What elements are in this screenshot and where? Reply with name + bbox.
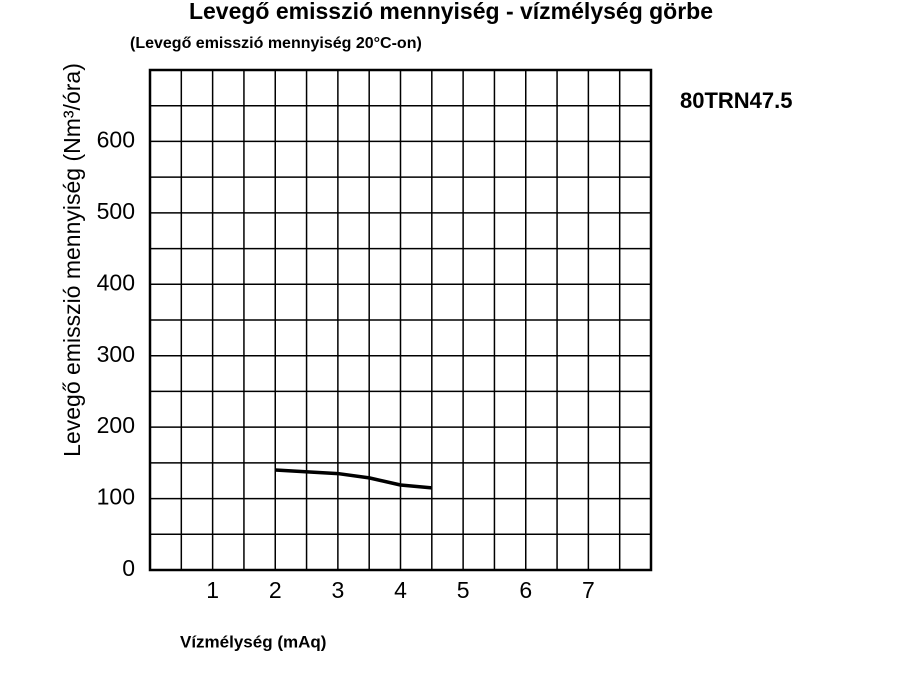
x-tick-label: 5 xyxy=(457,577,470,603)
data-line xyxy=(275,468,432,490)
y-tick-label: 400 xyxy=(97,269,135,295)
x-tick-label: 2 xyxy=(269,577,282,603)
y-tick-label: 200 xyxy=(97,412,135,438)
chart-title: Levegő emisszió mennyiség - vízmélység g… xyxy=(189,0,713,24)
x-tick-label: 7 xyxy=(582,577,595,603)
x-tick-label: 4 xyxy=(394,577,407,603)
y-tick-label: 0 xyxy=(122,555,135,581)
x-tick-label: 1 xyxy=(206,577,219,603)
y-tick-label: 300 xyxy=(97,341,135,367)
y-tick-label: 600 xyxy=(97,127,135,153)
x-tick-label: 6 xyxy=(519,577,532,603)
x-axis-label: Vízmélység (mAq) xyxy=(180,632,326,651)
x-tick-label: 3 xyxy=(331,577,344,603)
y-axis-label: Levegő emisszió mennyiség (Nm³/óra) xyxy=(59,63,85,457)
model-label: 80TRN47.5 xyxy=(680,88,793,113)
chart-subtitle: (Levegő emisszió mennyiség 20°C-on) xyxy=(130,35,422,52)
y-tick-label: 500 xyxy=(97,198,135,224)
y-tick-label: 100 xyxy=(97,484,135,510)
plot-frame xyxy=(148,68,653,572)
